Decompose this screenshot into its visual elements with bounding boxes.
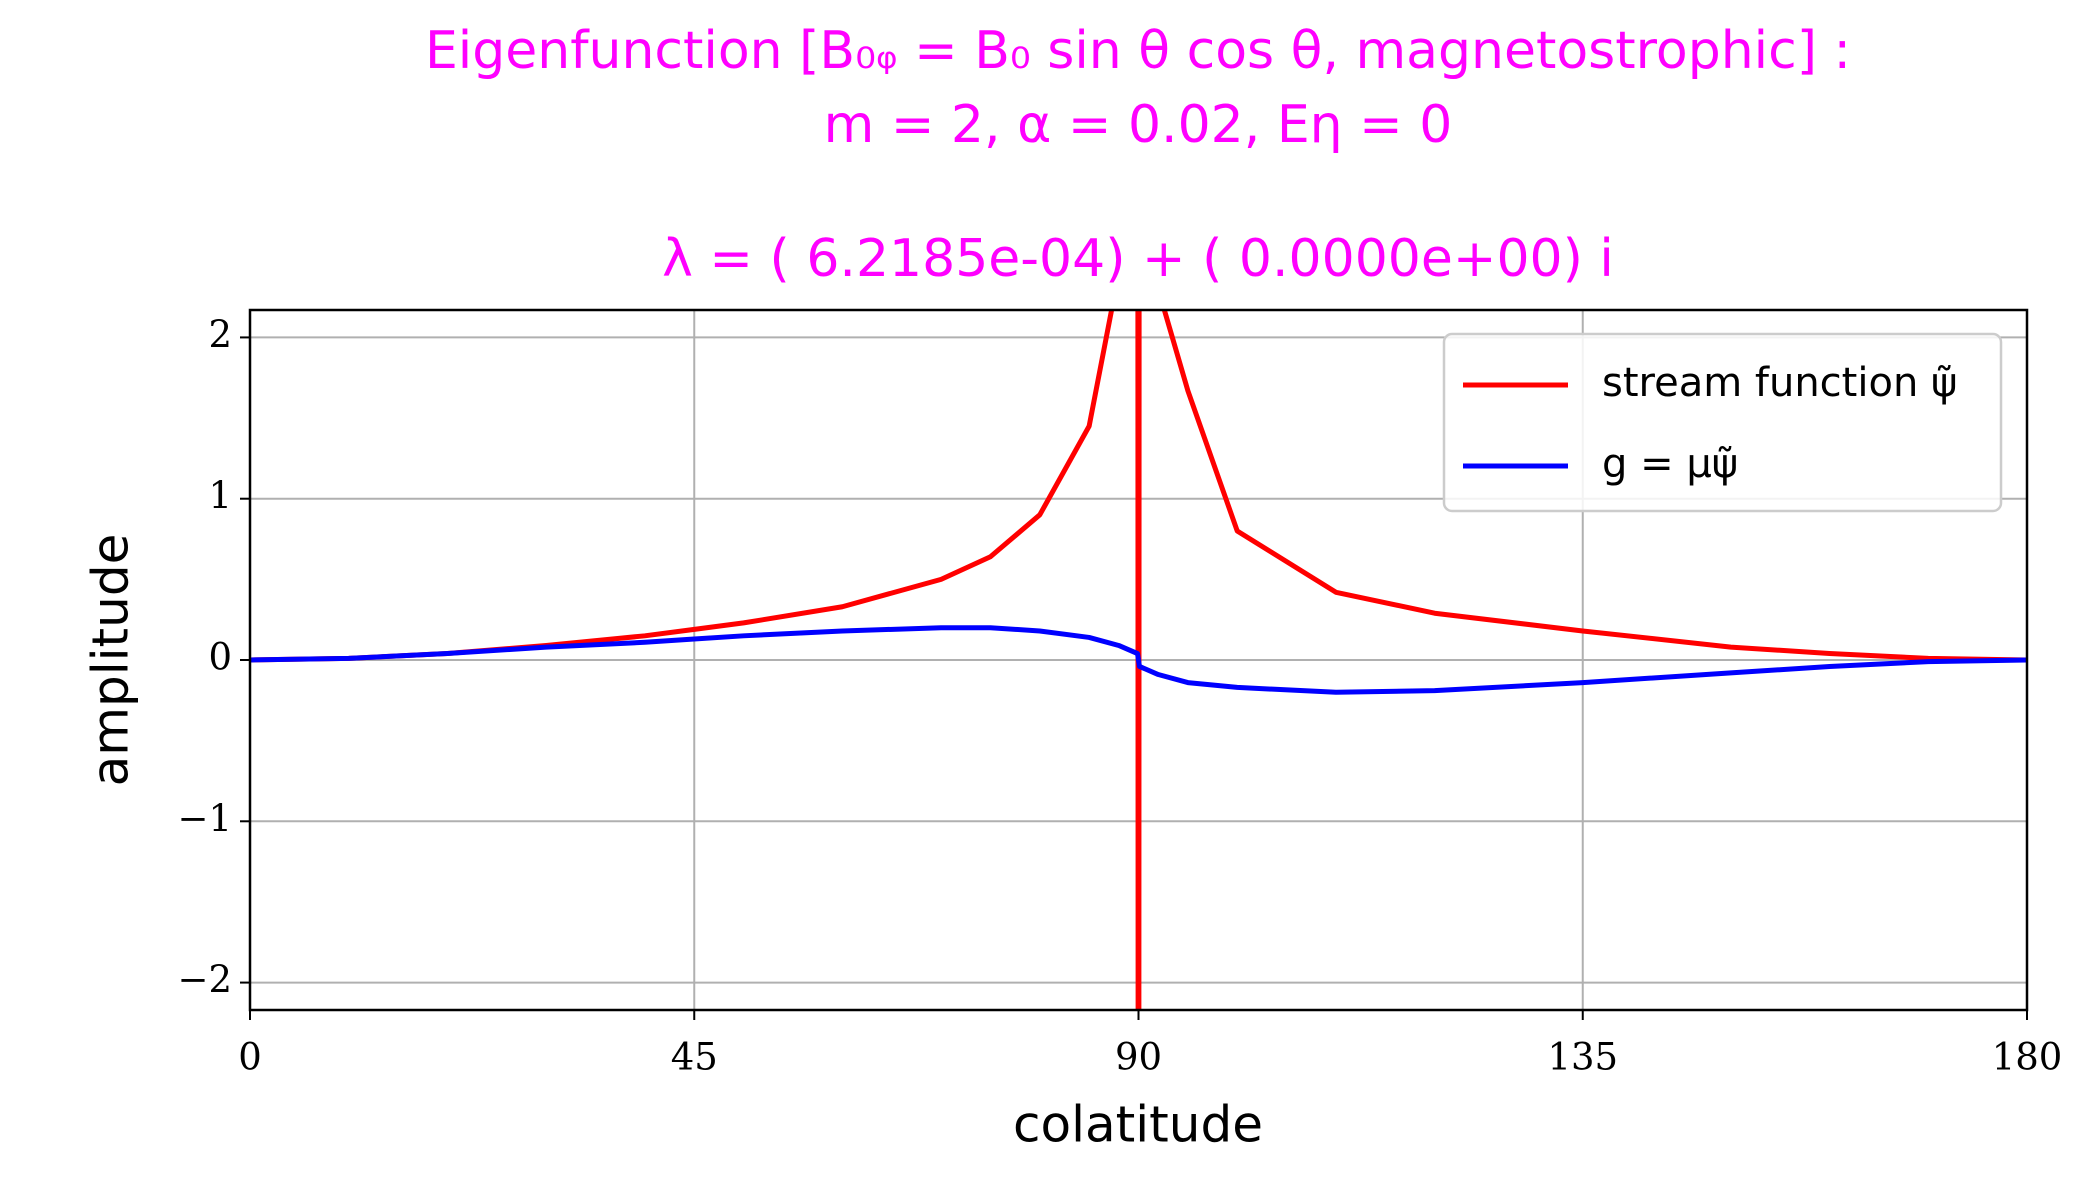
- y-tick-label: −1: [177, 797, 232, 840]
- y-axis-label: amplitude: [82, 534, 140, 787]
- y-tick-label: 2: [208, 313, 232, 356]
- plot-frame: [248, 308, 2029, 1012]
- chart-subtitle: λ = ( 6.2185e-04) + ( 0.0000e+00) i: [662, 229, 1614, 289]
- x-tick-label: 0: [238, 1036, 262, 1079]
- x-tick-label: 135: [1547, 1036, 1618, 1079]
- series-line: [250, 310, 2027, 1010]
- x-axis-label: colatitude: [1013, 1096, 1263, 1154]
- legend-label: g = μψ̃: [1602, 441, 1738, 487]
- y-tick-label: 0: [208, 636, 232, 679]
- x-tick-label: 180: [1992, 1036, 2063, 1079]
- x-tick-label: 45: [671, 1036, 718, 1079]
- x-tick-label: 90: [1115, 1036, 1162, 1079]
- series-line: [250, 625, 2027, 695]
- legend: stream function ψ̃ g = μψ̃: [1442, 332, 2003, 513]
- legend-label: stream function ψ̃: [1602, 360, 1957, 406]
- chart-title-line2: m = 2, α = 0.02, Eη = 0: [824, 95, 1453, 155]
- chart-title: Eigenfunction [B₀ᵩ = B₀ sin θ cos θ, mag…: [425, 21, 1851, 81]
- y-tick-label: 1: [208, 474, 232, 517]
- legend-box: [1442, 332, 2003, 513]
- y-tick-label: −2: [177, 958, 232, 1001]
- plot-lines: [250, 310, 2027, 1010]
